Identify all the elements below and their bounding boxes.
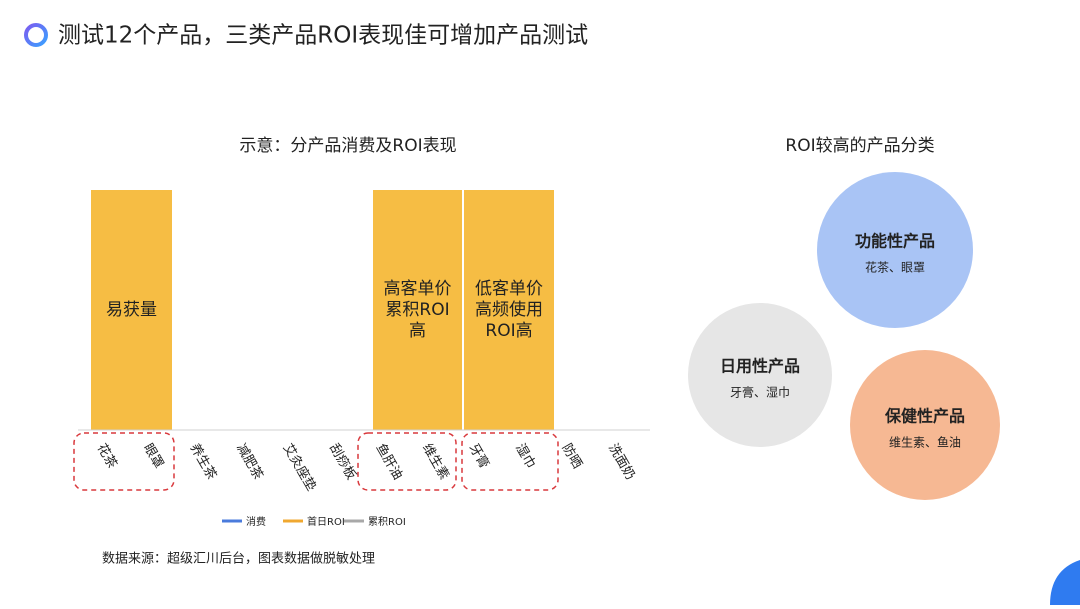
category-label: 湿巾 [512,441,538,471]
chart-title: 示意：分产品消费及ROI表现 [239,136,456,156]
chart: 花茶 眼罩 养生茶 减肥茶 艾灸座垫 刮痧板 鱼肝油 维生素 牙膏 湿巾 防晒 洗面奶 易获量 高客单价累… [73,190,650,494]
circle-name: 保健性产品 [884,407,965,426]
circle-items: 维生素、鱼油 [889,436,961,450]
source-note: 数据来源：超级汇川后台，图表数据做脱敏处理 [102,552,375,567]
category-label: 牙膏 [466,441,493,472]
highlight-block [464,190,554,430]
category-label: 刮痧板 [326,441,359,483]
circle-name: 日用性产品 [720,357,800,376]
block-text: 累积ROI [385,300,449,320]
highlight-block [373,190,462,430]
block-text: ROI高 [485,321,532,341]
block-text: 低客单价 [475,279,543,299]
category-label: 鱼肝油 [373,441,406,483]
category-label: 眼罩 [140,441,166,471]
block-text: 高频使用 [475,299,543,320]
block-text: 高客单价 [384,279,452,299]
circles-title: ROI较高的产品分类 [785,136,934,156]
corner-decoration [1050,560,1080,605]
legend-label: 首日ROI [307,515,345,528]
category-label: 防晒 [559,441,586,472]
dashed-box [461,432,559,491]
category-circle [817,172,973,328]
category-circle [850,350,1000,500]
circle-name: 功能性产品 [855,232,935,251]
category-label: 维生素 [419,441,451,482]
legend-label: 消费 [246,515,266,528]
circle-items: 花茶、眼罩 [865,260,925,275]
category-label: 减肥茶 [233,441,266,483]
legend-label: 累积ROI [368,516,406,528]
block-text: 易获量 [106,300,157,320]
circle-items: 牙膏、湿巾 [730,385,790,400]
category-label: 洗面奶 [605,441,637,482]
dashed-box [357,432,457,491]
block-text: 高 [409,321,426,341]
category-label: 养生茶 [187,441,220,483]
title-icon [24,23,48,47]
dashed-box [73,432,175,491]
legend: 消费 首日ROI 累积ROI [222,515,406,528]
category-circle [688,303,832,447]
category-label: 艾灸座垫 [280,441,320,494]
highlight-block [91,190,172,430]
slide-title: 测试12个产品，三类产品ROI表现佳可增加产品测试 [58,23,588,49]
category-label: 花茶 [94,441,121,472]
